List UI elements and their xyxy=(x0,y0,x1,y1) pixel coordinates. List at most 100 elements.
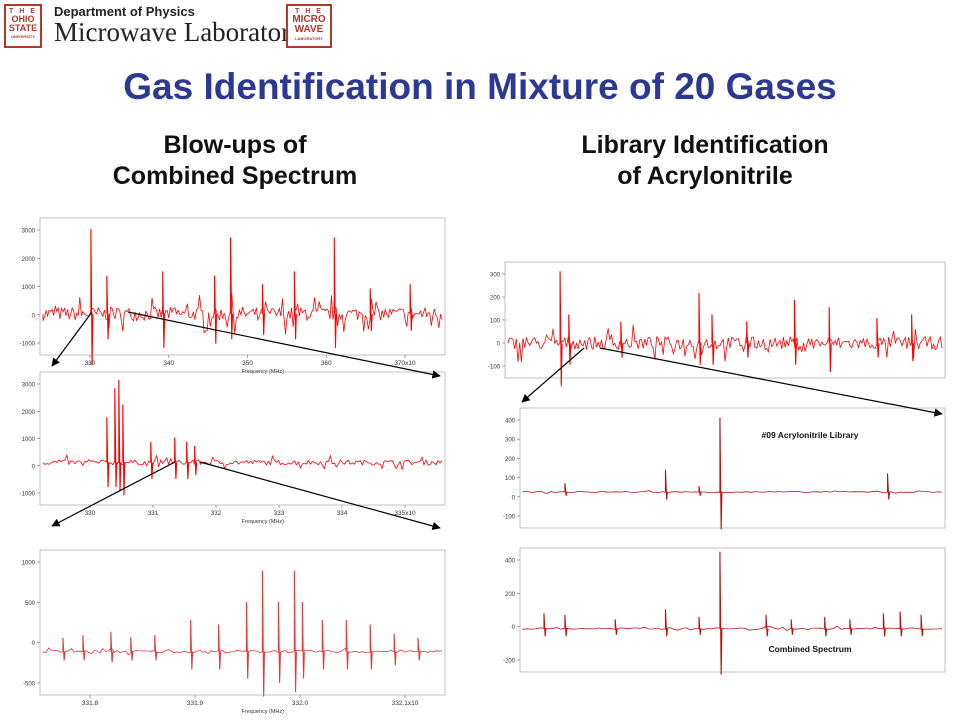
spectrum-peak xyxy=(790,619,794,635)
spectrum-peak xyxy=(719,417,723,530)
mw-logo-line: LABORATORY xyxy=(295,36,323,41)
microwave-lab-logo: T H E MICRO WAVE LABORATORY xyxy=(286,4,332,48)
spectrum-peak xyxy=(293,570,297,692)
spectrum-peak xyxy=(876,318,880,358)
chart-frame xyxy=(519,407,946,529)
spectrum-peak xyxy=(543,613,547,637)
y-tick-label: -100 xyxy=(503,515,516,521)
spectrum-peak xyxy=(882,613,886,637)
spectrum-peak xyxy=(118,379,122,492)
spectrum-peak xyxy=(261,570,265,697)
right-heading-line: Library Identification xyxy=(581,131,829,159)
spectrum-peak xyxy=(345,620,349,670)
y-tick-label: 300 xyxy=(490,273,501,279)
chart-frame xyxy=(519,547,946,673)
spectrum-peak xyxy=(130,637,134,661)
spectrum-peak xyxy=(333,237,337,348)
spectrum-peak xyxy=(765,614,769,637)
osu-logo-line: OHIO xyxy=(11,14,35,24)
spectrum-peak xyxy=(214,275,218,344)
spectrum-peak xyxy=(122,404,126,496)
spectrum-trace xyxy=(42,293,443,335)
y-tick-label: 1000 xyxy=(22,437,36,443)
spectrum-peak xyxy=(886,473,891,500)
spectrum-trace xyxy=(507,324,943,363)
x-tick-label: 332.0 xyxy=(292,700,309,707)
y-tick-label: -1000 xyxy=(20,492,36,498)
y-tick-label: 3000 xyxy=(22,383,36,389)
zoom-arrow xyxy=(127,311,441,379)
y-tick-label: 400 xyxy=(505,419,516,425)
x-tick-label: 334 xyxy=(337,510,348,517)
spectrum-peak xyxy=(90,228,94,365)
x-tick-label: 335x10 xyxy=(394,510,416,517)
spectrum-peak xyxy=(261,284,265,336)
x-tick-label: 340 xyxy=(163,360,174,367)
spectrum-peak xyxy=(664,469,669,500)
slide-title: Gas Identification in Mixture of 20 Gase… xyxy=(123,66,837,107)
spectrum-peak xyxy=(824,617,828,637)
spectrum-peak xyxy=(698,617,702,635)
y-tick-label: 2000 xyxy=(22,257,36,263)
spectrum-peak xyxy=(559,271,563,387)
y-tick-label: 100 xyxy=(490,319,501,325)
chart-frame xyxy=(39,371,446,506)
spectrum-peak xyxy=(186,441,190,479)
spectrum-peak xyxy=(321,620,325,670)
spectrum-peak xyxy=(369,288,373,331)
spectrum-peak xyxy=(698,485,702,496)
spectrum-peak xyxy=(698,292,702,365)
osu-logo-line: STATE xyxy=(8,23,38,33)
x-axis-label: Frequency (MHz) xyxy=(242,709,285,715)
spectrum-peak xyxy=(194,445,198,475)
x-axis-label: Frequency (MHz) xyxy=(242,519,285,525)
spectrum-peak xyxy=(564,483,568,496)
mw-logo-line: MICRO xyxy=(292,14,326,25)
x-tick-label: 332 xyxy=(211,510,222,517)
mw-logo-line: WAVE xyxy=(294,24,324,35)
chart-frame xyxy=(39,549,446,696)
spectrum-trace xyxy=(42,647,443,656)
spectrum-peak xyxy=(301,602,305,679)
spectrum-peak xyxy=(719,551,723,675)
y-tick-label: -100 xyxy=(488,365,501,371)
y-tick-label: 3000 xyxy=(22,229,36,235)
x-tick-label: 331 xyxy=(148,510,159,517)
spectrum-peak xyxy=(746,321,750,358)
y-tick-label: 2000 xyxy=(22,410,36,416)
x-tick-label: 332.1x10 xyxy=(392,700,419,707)
x-tick-label: 331.8 xyxy=(82,700,99,707)
spectrum-peak xyxy=(793,300,797,365)
y-tick-label: 0 xyxy=(32,313,36,319)
x-tick-label: 370x10 xyxy=(394,360,416,367)
spectrum-peak xyxy=(828,307,832,372)
y-tick-label: -500 xyxy=(23,682,36,688)
zoom-arrow xyxy=(51,311,93,367)
spectrum-trace xyxy=(522,490,943,495)
zoom-arrow xyxy=(521,347,585,403)
y-tick-label: -1000 xyxy=(20,342,36,348)
spectrum-peak xyxy=(369,624,373,670)
zoom-arrow xyxy=(51,461,176,527)
spectrum-peak xyxy=(150,441,154,479)
spectrum-trace xyxy=(42,453,443,470)
spectrum-peak xyxy=(106,275,110,340)
y-tick-label: 0 xyxy=(497,342,501,348)
spectrum-peak xyxy=(293,271,297,340)
y-tick-label: 500 xyxy=(25,601,36,607)
spectrum-peak xyxy=(711,314,715,365)
department-name: Department of Physics xyxy=(54,4,195,19)
y-tick-label: 300 xyxy=(505,438,516,444)
left-heading-line: Combined Spectrum xyxy=(112,162,358,191)
spectrum-peak xyxy=(409,284,413,331)
y-tick-label: 400 xyxy=(505,559,516,565)
spectrum-peak xyxy=(190,620,194,670)
y-tick-label: 1000 xyxy=(22,285,36,291)
spectrum-peak xyxy=(110,631,114,663)
x-tick-label: 330 xyxy=(85,360,96,367)
spectrum-peak xyxy=(393,633,397,666)
spectrum-peak xyxy=(620,321,624,358)
spectrum-peak xyxy=(218,624,222,670)
panel-annotation: #09 Acrylonitrile Library xyxy=(761,430,858,440)
